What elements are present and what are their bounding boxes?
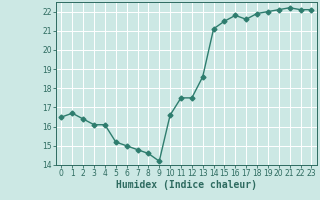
X-axis label: Humidex (Indice chaleur): Humidex (Indice chaleur) — [116, 180, 257, 190]
